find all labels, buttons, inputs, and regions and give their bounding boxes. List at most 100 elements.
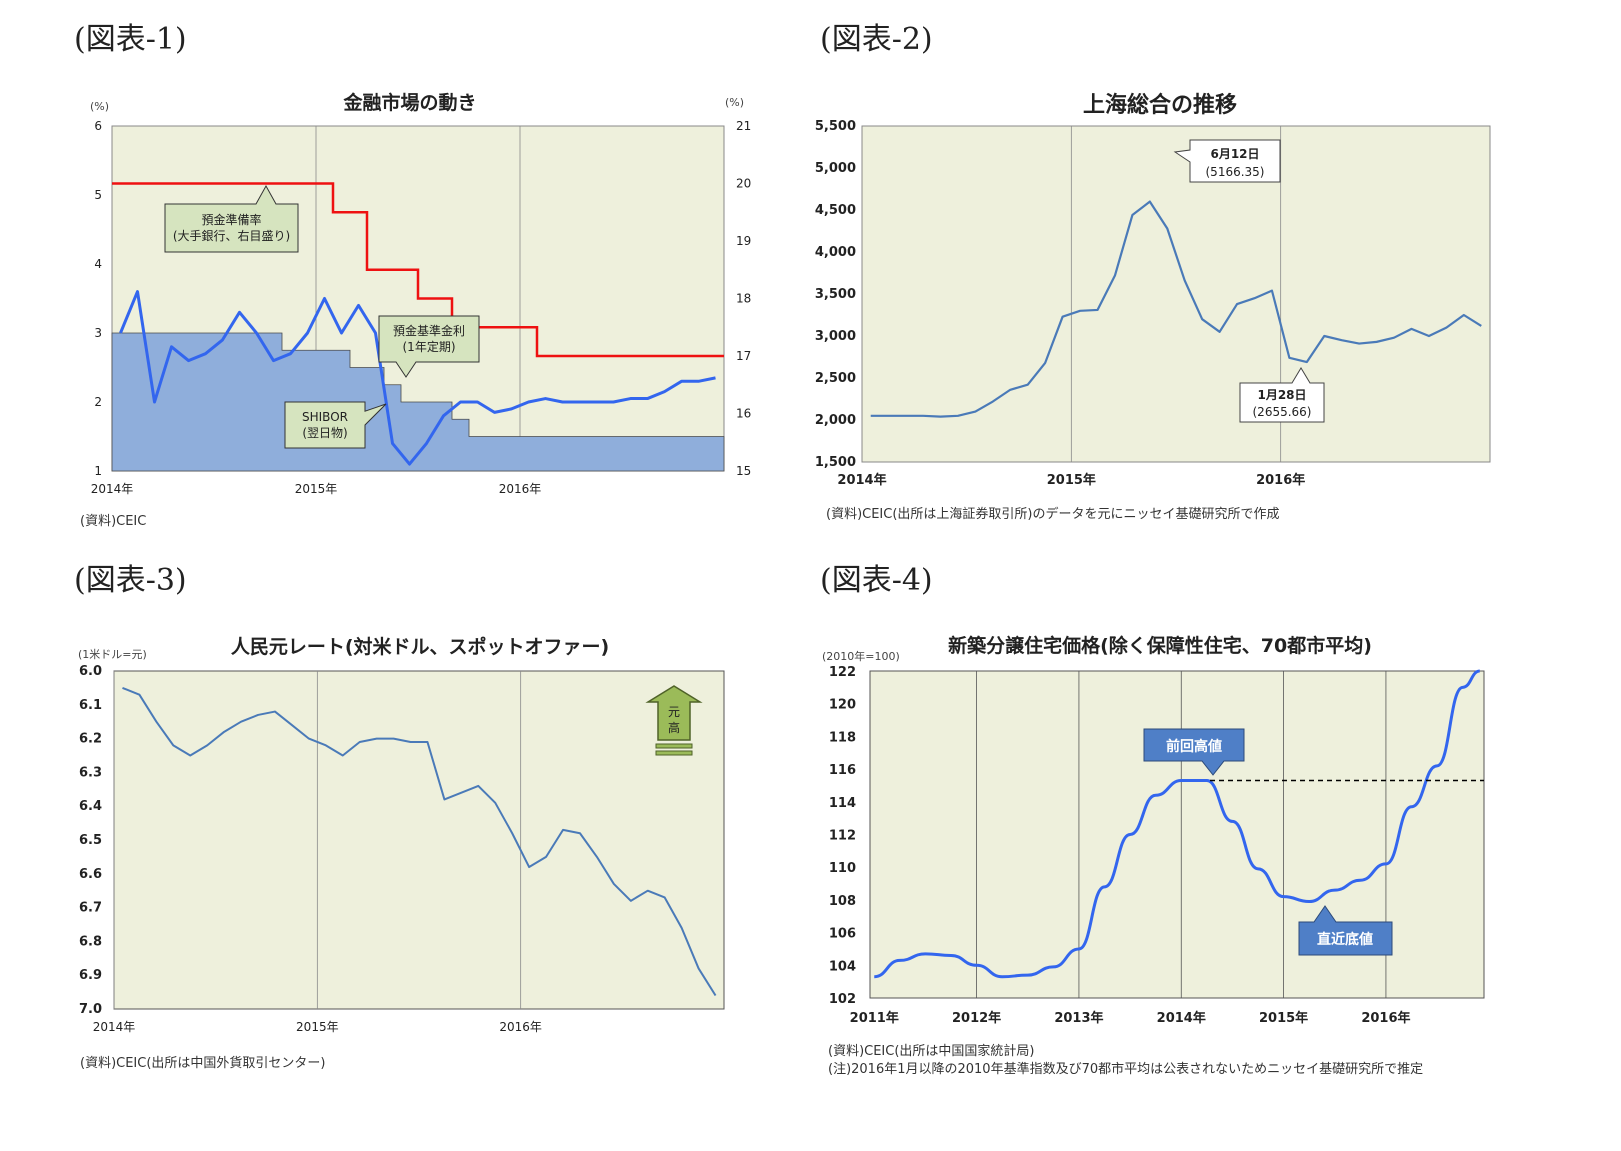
chart2-plot-area <box>861 125 1491 463</box>
chart1-ytick-right: 16 <box>736 407 751 421</box>
chart1-callout-rrr-line2: (大手銀行、右目盛り) <box>173 228 290 243</box>
chart3-arrow-label-2: 高 <box>668 720 680 735</box>
chart4-ytick-label: 106 <box>829 927 856 942</box>
chart3-ytick-label: 6.5 <box>79 833 102 848</box>
chart1-ytick-right: 17 <box>736 349 751 363</box>
chart4-ytick-label: 104 <box>829 959 856 974</box>
chart1-callout-deposit <box>378 315 480 378</box>
figure-label-1: (図表-1) <box>74 22 187 57</box>
chart4-title: 新築分譲住宅価格(除く保障性住宅、70都市平均) <box>948 635 1372 657</box>
chart1-ytick-left: 1 <box>94 464 102 478</box>
chart2-ytick-label: 3,000 <box>815 329 856 344</box>
chart1-ytick-right: 21 <box>736 119 751 133</box>
chart4-xtick-label: 2013年 <box>1054 1010 1103 1026</box>
chart1-xtick-label: 2014年 <box>91 482 134 496</box>
chart3-unit: (1米ドル=元) <box>78 648 147 661</box>
chart4-ytick-label: 112 <box>829 829 856 844</box>
chart2-callout-low <box>1239 367 1325 423</box>
chart1-ytick-right: 15 <box>736 464 751 478</box>
chart2-ytick-label: 4,000 <box>815 245 856 260</box>
chart1-unit-left: (%) <box>90 100 110 113</box>
chart4-ytick-label: 118 <box>829 730 856 745</box>
chart3-ytick-label: 6.6 <box>79 867 102 882</box>
chart3-ytick-label: 6.2 <box>79 732 102 747</box>
chart2-xtick-label: 2015年 <box>1047 472 1096 488</box>
chart4-xtick-label: 2015年 <box>1259 1010 1308 1026</box>
chart1-plot-area <box>111 125 725 472</box>
chart3-ytick-label: 7.0 <box>79 1002 102 1017</box>
chart1-series-shibor <box>119 290 716 466</box>
chart4-xtick-label: 2012年 <box>952 1010 1001 1026</box>
chart3-ytick-label: 6.9 <box>79 968 102 983</box>
chart4-ytick-label: 120 <box>829 698 856 713</box>
chart1-series-rrr <box>112 182 724 358</box>
chart4-ytick-label: 116 <box>829 763 856 778</box>
chart1-title: 金融市場の動き <box>343 92 477 114</box>
chart4-xtick-label: 2011年 <box>850 1010 899 1026</box>
chart1-xtick-label: 2016年 <box>499 482 542 496</box>
chart2-series-index <box>870 200 1482 418</box>
chart2-xtick-label: 2014年 <box>837 472 886 488</box>
chart1-ytick-right: 19 <box>736 234 751 248</box>
chart1-ytick-right: 18 <box>736 292 751 306</box>
chart3-xtick-label: 2015年 <box>296 1020 339 1034</box>
chart4-ytick-label: 108 <box>829 894 856 909</box>
chart2-ytick-label: 5,500 <box>815 119 856 134</box>
chart1-callout-shibor <box>284 401 387 449</box>
chart2-callout-peak-2: (5166.35) <box>1206 165 1265 179</box>
chart2-source: (資料)CEIC(出所は上海証券取引所)のデータを元にニッセイ基礎研究所で作成 <box>826 507 1280 522</box>
chart4-xtick-label: 2016年 <box>1361 1010 1410 1026</box>
figure-label-3: (図表-3) <box>74 563 187 598</box>
chart2-ytick-label: 5,000 <box>815 161 856 176</box>
chart4-unit: (2010年=100) <box>822 650 900 663</box>
chart2-callout-peak <box>1173 139 1281 183</box>
figure-label-2: (図表-2) <box>820 22 933 57</box>
chart1-xtick-label: 2015年 <box>295 482 338 496</box>
chart1-callout-rrr <box>164 184 299 253</box>
chart3-ytick-label: 6.7 <box>79 901 102 916</box>
chart1-ytick-left: 3 <box>94 326 102 340</box>
chart2-callout-low-1: 1月28日 <box>1257 388 1306 402</box>
chart1-ytick-left: 2 <box>94 395 102 409</box>
chart1-source: (資料)CEIC <box>80 514 147 529</box>
chart4-ytick-label: 102 <box>829 992 856 1007</box>
chart1-callout-deposit-line1: 預金基準金利 <box>393 323 465 338</box>
chart3-arrow-label-1: 元 <box>668 705 680 719</box>
chart2-callout-peak-1: 6月12日 <box>1210 147 1259 161</box>
chart4-xtick-label: 2014年 <box>1157 1010 1206 1026</box>
chart4-ytick-label: 114 <box>829 796 856 811</box>
chart3-title: 人民元レート(対米ドル、スポットオファー) <box>230 636 610 658</box>
chart3-xtick-label: 2016年 <box>499 1020 542 1034</box>
chart4-callout-low <box>1298 905 1393 956</box>
chart4-ytick-label: 110 <box>829 861 856 876</box>
chart3-ytick-label: 6.3 <box>79 765 102 780</box>
chart2-ytick-label: 2,500 <box>815 371 856 386</box>
chart4-callout-low-label: 直近底値 <box>1317 931 1373 948</box>
chart4-callout-high <box>1143 728 1245 776</box>
chart1-callout-deposit-line2: (1年定期) <box>403 339 456 354</box>
chart1-ytick-left: 6 <box>94 119 102 133</box>
chart4-source-2: (注)2016年1月以降の2010年基準指数及び70都市平均は公表されないためニ… <box>828 1062 1424 1077</box>
chart1-callout-shibor-line1: SHIBOR <box>302 410 348 424</box>
chart2-ytick-label: 1,500 <box>815 455 856 470</box>
chart2-xtick-label: 2016年 <box>1256 472 1305 488</box>
chart3-ytick-label: 6.1 <box>79 698 102 713</box>
chart1-callout-rrr-line1: 預金準備率 <box>201 212 261 227</box>
chart1-unit-right: (%) <box>725 96 745 109</box>
chart4-callout-high-label: 前回高値 <box>1166 738 1222 755</box>
chart1-ytick-right: 20 <box>736 177 751 191</box>
chart3-ytick-label: 6.0 <box>79 664 102 679</box>
chart3-xtick-label: 2014年 <box>93 1020 136 1034</box>
chart3-arrow-bar2 <box>655 750 693 756</box>
chart2-ytick-label: 2,000 <box>815 413 856 428</box>
chart2-callout-low-2: (2655.66) <box>1253 405 1312 419</box>
chart4-ytick-label: 122 <box>829 665 856 680</box>
chart2-title: 上海総合の推移 <box>1082 93 1237 118</box>
chart3-arrow-bar1 <box>655 743 693 749</box>
chart1-series-deposit-rate <box>111 332 725 472</box>
chart3-ytick-label: 6.4 <box>79 799 102 814</box>
